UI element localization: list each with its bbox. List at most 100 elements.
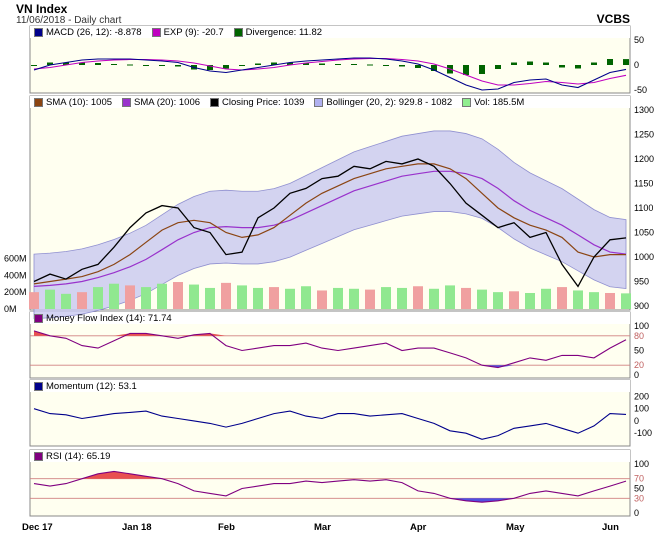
volume-bar [493, 292, 503, 309]
rsi-legend: RSI (14): 65.19 [34, 451, 110, 462]
legend-swatch [210, 98, 220, 107]
rsi-tick-label: 30 [634, 493, 644, 503]
closing-price-line [33, 158, 627, 288]
mfi-tick-label: 50 [634, 346, 644, 356]
volume-tick-label: 0M [4, 304, 17, 314]
divergence-bar [511, 62, 517, 65]
legend-label: Vol: 185.5M [474, 97, 525, 108]
divergence-bar [303, 63, 309, 65]
legend-label: RSI (14): 65.19 [46, 451, 111, 462]
divergence-bar [159, 65, 165, 66]
divergence-bar [335, 64, 341, 65]
momentum-legend: Momentum (12): 53.1 [34, 381, 137, 392]
macd-line [33, 57, 627, 91]
x-axis-label: Mar [314, 522, 331, 533]
divergence-bar [175, 65, 181, 67]
divergence-bar [383, 65, 389, 66]
volume-bar [237, 285, 247, 309]
rsi-overbought-fill [130, 473, 146, 479]
macd-tick-label: 0 [634, 60, 639, 70]
price-tick-label: 1050 [634, 228, 654, 238]
volume-bar [605, 292, 615, 309]
mfi-tick-label: 100 [634, 321, 649, 331]
mfi-overbought-fill [130, 333, 146, 336]
legend-swatch [34, 382, 43, 391]
divergence-bar [79, 62, 85, 65]
volume-bar [381, 287, 391, 309]
macd-legend-band [30, 26, 630, 38]
divergence-bar [31, 65, 37, 66]
volume-bar [61, 293, 71, 309]
divergence-bar [367, 64, 373, 66]
volume-bar [429, 288, 439, 309]
legend-label: Divergence: 11.82 [245, 27, 323, 38]
rsi-tick-label: 0 [634, 508, 639, 518]
mfi-line [33, 330, 627, 369]
divergence-bar [543, 62, 549, 65]
legend-entry: Closing Price: 1039 [210, 97, 304, 108]
volume-bar [349, 288, 359, 309]
legend-entry: Vol: 185.5M [462, 97, 524, 108]
volume-tick-label: 200M [4, 287, 27, 297]
legend-label: MACD (26, 12): -8.878 [46, 27, 142, 38]
price-tick-label: 900 [634, 301, 649, 311]
volume-bar [125, 285, 135, 309]
volume-bar [189, 284, 199, 309]
legend-entry: Bollinger (20, 2): 929.8 - 1082 [314, 97, 452, 108]
legend-swatch [34, 98, 43, 107]
legend-entry: EXP (9): -20.7 [151, 27, 224, 38]
divergence-bar [495, 65, 501, 69]
volume-bar [589, 292, 599, 309]
rsi-tick-label: 100 [634, 459, 649, 469]
momentum-legend-band [30, 380, 630, 392]
macd-legend: MACD (26, 12): -8.878 EXP (9): -20.7 Diver… [34, 27, 322, 38]
legend-entry: Momentum (12): 53.1 [34, 381, 137, 392]
volume-bar [253, 287, 263, 309]
volume-bar [557, 287, 567, 309]
divergence-bar [47, 62, 53, 65]
mfi-oversold-fill [498, 365, 514, 368]
divergence-bar [127, 64, 133, 66]
legend-label: SMA (10): 1005 [46, 97, 113, 108]
legend-swatch [151, 28, 161, 37]
volume-bar [317, 290, 327, 309]
legend-swatch [34, 314, 43, 323]
volume-bar [285, 288, 295, 309]
price-legend-band [30, 96, 630, 108]
rsi-oversold-fill [482, 498, 498, 503]
chart-title: VN Index [16, 2, 68, 16]
mfi-tick-label: 0 [634, 370, 639, 380]
mfi-legend-band [30, 312, 630, 324]
volume-tick-label: 400M [4, 270, 27, 280]
divergence-bar [559, 65, 565, 68]
price-tick-label: 1300 [634, 105, 654, 115]
price-tick-label: 1150 [634, 179, 653, 189]
volume-tick-label: 600M [4, 253, 27, 263]
momentum-tick-label: -100 [634, 428, 652, 438]
mfi-tick-label: 80 [634, 331, 644, 341]
legend-swatch [122, 98, 132, 107]
divergence-bar [239, 65, 245, 66]
divergence-bar [63, 62, 69, 65]
legend-entry: SMA (10): 1005 [34, 97, 112, 108]
x-axis-label: Jun [602, 522, 619, 533]
legend-swatch [462, 98, 472, 107]
rsi-tick-label: 70 [634, 474, 644, 484]
rsi-legend-band [30, 450, 630, 462]
volume-bar [205, 287, 215, 309]
legend-entry: RSI (14): 65.19 [34, 451, 110, 462]
divergence-bar [527, 61, 533, 65]
divergence-bar [623, 59, 629, 65]
volume-bar [269, 287, 279, 309]
mfi-overbought-fill [210, 333, 226, 336]
brand-label: VCBS [596, 12, 630, 26]
x-axis-label: Jan 18 [122, 522, 152, 533]
divergence-bar [223, 65, 229, 69]
divergence-bar [591, 62, 597, 65]
volume-bar [461, 287, 471, 309]
momentum-line [33, 408, 627, 440]
mfi-legend: Money Flow Index (14): 71.74 [34, 313, 172, 324]
legend-swatch [34, 452, 43, 461]
volume-bar [173, 282, 183, 309]
